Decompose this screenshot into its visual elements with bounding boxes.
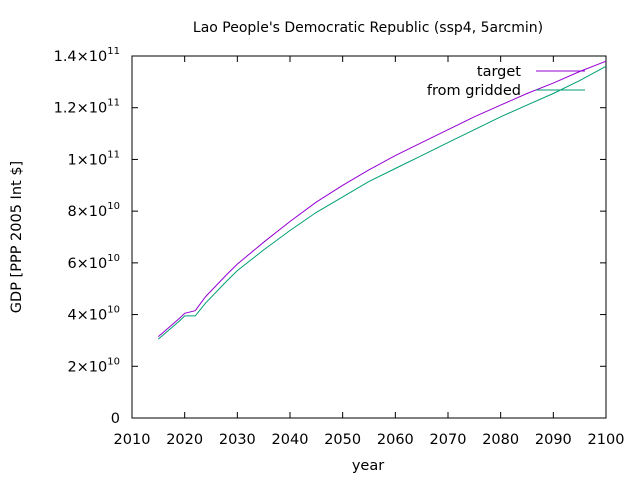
x-tick-label: 2080 <box>482 432 519 448</box>
legend-label-1: from gridded <box>427 83 521 99</box>
x-tick-label: 2010 <box>114 432 151 448</box>
y-axis-label: GDP [PPP 2005 Int $] <box>9 161 25 313</box>
series-line-1 <box>157 65 607 340</box>
legend-label-0: target <box>477 64 521 80</box>
y-tick-label: 2×1010 <box>67 356 120 375</box>
y-tick-label: 1×1011 <box>67 149 120 168</box>
plot-frame <box>131 55 607 419</box>
y-tick-label: 8×1010 <box>67 201 120 220</box>
x-tick-label: 2100 <box>588 432 625 448</box>
y-tick-label: 1.2×1011 <box>54 98 120 117</box>
series-lines <box>157 60 607 340</box>
x-tick-label: 2030 <box>219 432 256 448</box>
axis-ticks: 2010 2020 2030 2040 2050 2060 2070 2080 2090 2100… <box>54 46 625 448</box>
x-tick-label: 2070 <box>430 432 467 448</box>
x-tick-label: 2050 <box>324 432 361 448</box>
x-tick-label: 2090 <box>535 432 572 448</box>
series-line-0 <box>157 60 607 337</box>
x-axis-label: year <box>352 458 384 474</box>
x-tick-label: 2060 <box>377 432 414 448</box>
y-tick-label: 1.4×1011 <box>54 46 120 65</box>
x-tick-label: 2040 <box>272 432 309 448</box>
x-tick-label: 2020 <box>166 432 203 448</box>
chart-title: Lao People's Democratic Republic (ssp4, … <box>193 20 543 36</box>
y-tick-label: 0 <box>111 411 120 427</box>
y-tick-label: 6×1010 <box>67 253 120 272</box>
legend: target from gridded <box>427 64 585 99</box>
y-tick-label: 4×1010 <box>67 305 120 324</box>
